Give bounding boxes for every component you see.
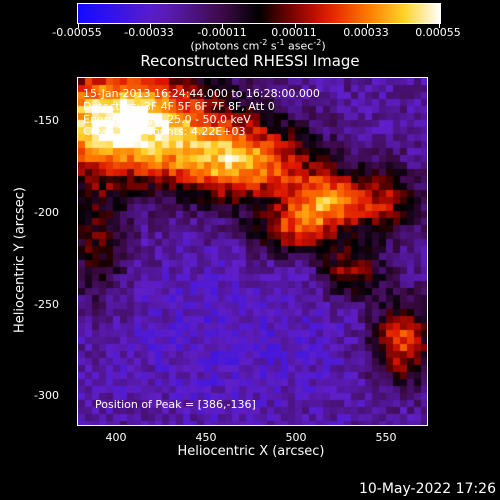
colorbar-units: (photons cm-2 s-1 asec-2) (190, 38, 325, 53)
units-exponent: -2 (313, 38, 322, 47)
x-tick-label: 550 (375, 431, 397, 444)
x-tick-label: 400 (105, 431, 127, 444)
units-text: ) (321, 39, 326, 53)
colorbar-tick (295, 24, 296, 28)
units-text: s (267, 39, 277, 53)
info-time-range: 15-Jan-2013 16:24:44.000 to 16:28:00.000 (83, 87, 320, 100)
y-axis-label: Heliocentric Y (arcsec) (12, 187, 28, 333)
x-tick-label: 450 (195, 431, 217, 444)
y-axis-label-container: Heliocentric Y (arcsec) (10, 187, 30, 333)
info-energy: Energy Range: 25.0 - 50.0 keV (83, 113, 251, 126)
colorbar-tick (222, 24, 223, 28)
colorbar-tick (78, 24, 79, 28)
colorbar-tick-label: 0.00033 (343, 26, 389, 39)
rhessi-image (78, 78, 427, 425)
y-tick-label: -300 (34, 389, 59, 402)
colorbar-tick (439, 24, 440, 28)
colorbar-tick-label: 0.00055 (415, 26, 461, 39)
y-tick-label: -250 (34, 298, 59, 311)
image-plot-area: 15-Jan-2013 16:24:44.000 to 16:28:00.000… (77, 77, 428, 426)
timestamp-footer: 10-May-2022 17:26 (358, 481, 496, 497)
colorbar-gradient (78, 4, 440, 23)
colorbar-tick (150, 24, 151, 28)
colorbar-tick-label: 0.00011 (271, 26, 317, 39)
info-method: Clean Total counts: 4.22E+03 (83, 125, 246, 138)
info-peak-position: Position of Peak = [386,-136] (95, 398, 256, 411)
image-title: Reconstructed RHESSI Image (140, 52, 360, 70)
units-exponent: -1 (276, 38, 285, 47)
colorbar-tick (367, 24, 368, 28)
x-axis-label: Heliocentric X (arcsec) (177, 444, 325, 459)
units-text: (photons cm (190, 39, 260, 53)
x-tick-label: 500 (285, 431, 307, 444)
colorbar-tick-label: -0.00055 (52, 26, 102, 39)
info-detectors: Detectors: 3F 4F 5F 6F 7F 8F, Att 0 (83, 100, 275, 113)
units-exponent: -2 (259, 38, 268, 47)
colorbar-tick-label: -0.00033 (124, 26, 174, 39)
colorbar (77, 3, 441, 28)
y-tick-label: -200 (34, 206, 59, 219)
y-tick-label: -150 (34, 114, 59, 127)
colorbar-tick-label: -0.00011 (197, 26, 247, 39)
units-text: asec (284, 39, 314, 53)
